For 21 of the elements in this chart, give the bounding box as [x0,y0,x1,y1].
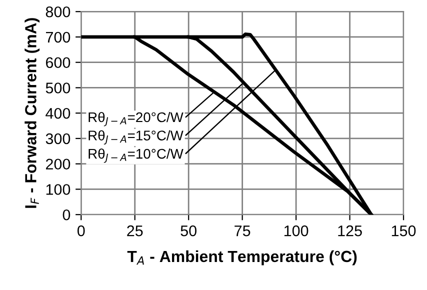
x-tick-label: 75 [234,226,250,236]
y-axis-title: I$_{F}$ - Forward Current (mA) [24,18,40,208]
y-tick-label: 200 [46,158,70,170]
y-tick-label: 600 [46,57,70,68]
x-tick-label: 25 [127,225,143,236]
annotation: Rθ$_{J−A}$=15°C/W [88,130,184,145]
x-tick-label: 100 [284,225,308,236]
annotation: Rθ$_{J−A}$=20°C/W [88,112,184,126]
y-tick-label: 100 [46,184,70,195]
y-tick-label: 300 [46,133,70,144]
x-tick-label: 150 [392,225,416,236]
y-tick-label: 400 [46,108,70,119]
y-tick-label: 0 [62,209,70,220]
x-axis-title: T$_{A}$ - Ambient Temperature (°C) [127,250,357,266]
y-tick-label: 800 [46,6,70,18]
y-tick-label: 700 [46,32,70,43]
x-tick-label: 0 [77,225,85,236]
annotation: Rθ$_{J−A}$=10°C/W [88,148,184,163]
y-tick-label: 500 [46,82,70,94]
x-tick-label: 125 [338,225,362,236]
x-tick-label: 50 [180,225,196,236]
